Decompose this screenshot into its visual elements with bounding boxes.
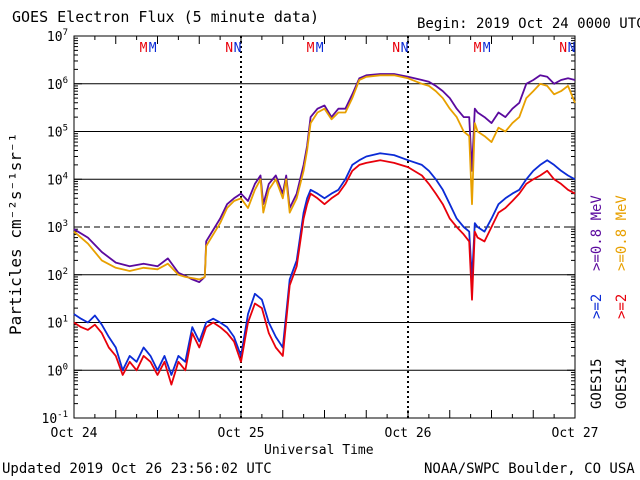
mn-marker: N bbox=[568, 41, 576, 56]
y-tick-label: 105 bbox=[47, 124, 68, 141]
begin-label: Begin: 2019 Oct 24 0000 UTC bbox=[417, 16, 640, 32]
x-tick-label: Oct 25 bbox=[218, 426, 265, 441]
legend-goes15: GOES15 bbox=[589, 358, 605, 409]
mn-marker: N bbox=[392, 41, 400, 56]
mn-marker: M bbox=[307, 41, 315, 56]
mn-marker: M bbox=[149, 41, 157, 56]
mn-marker: N bbox=[401, 41, 409, 56]
x-tick-label: Oct 26 bbox=[385, 426, 432, 441]
y-tick-label: 107 bbox=[47, 28, 68, 45]
x-tick-label: Oct 24 bbox=[51, 426, 98, 441]
updated-timestamp: Updated 2019 Oct 26 23:56:02 UTC bbox=[2, 461, 272, 477]
y-axis-label: Particles cm⁻²s⁻¹sr⁻¹ bbox=[6, 132, 25, 335]
mn-marker: N bbox=[559, 41, 567, 56]
mn-marker: M bbox=[140, 41, 148, 56]
y-tick-label: 103 bbox=[47, 219, 68, 236]
y-tick-label: 10-1 bbox=[42, 410, 69, 427]
legend-goes15-2mev: >=2 bbox=[589, 293, 605, 319]
mn-marker: M bbox=[483, 41, 491, 56]
legend-goes14-2mev: >=2 bbox=[614, 293, 630, 319]
series-line-3 bbox=[73, 152, 576, 376]
mn-marker: M bbox=[474, 41, 482, 56]
x-axis-label: Universal Time bbox=[264, 443, 374, 458]
legend-goes14: GOES14 bbox=[614, 358, 630, 409]
mn-marker: N bbox=[225, 41, 233, 56]
y-tick-label: 102 bbox=[47, 267, 68, 284]
legend-goes15-08mev: >=0.8 MeV bbox=[589, 195, 605, 271]
chart-title: GOES Electron Flux (5 minute data) bbox=[12, 8, 320, 26]
x-tick-label: Oct 27 bbox=[552, 426, 599, 441]
series-line-4 bbox=[73, 159, 576, 386]
legend-goes14-08mev: >=0.8 MeV bbox=[614, 195, 630, 271]
y-tick-label: 104 bbox=[47, 171, 68, 188]
y-tick-label: 101 bbox=[47, 315, 68, 332]
y-tick-label: 100 bbox=[47, 362, 68, 379]
mn-marker: M bbox=[316, 41, 324, 56]
series-line-2 bbox=[73, 74, 576, 281]
y-tick-label: 106 bbox=[47, 76, 68, 93]
series-line-1 bbox=[73, 73, 576, 284]
mn-marker: N bbox=[234, 41, 242, 56]
credit-label: NOAA/SWPC Boulder, CO USA bbox=[424, 461, 635, 477]
